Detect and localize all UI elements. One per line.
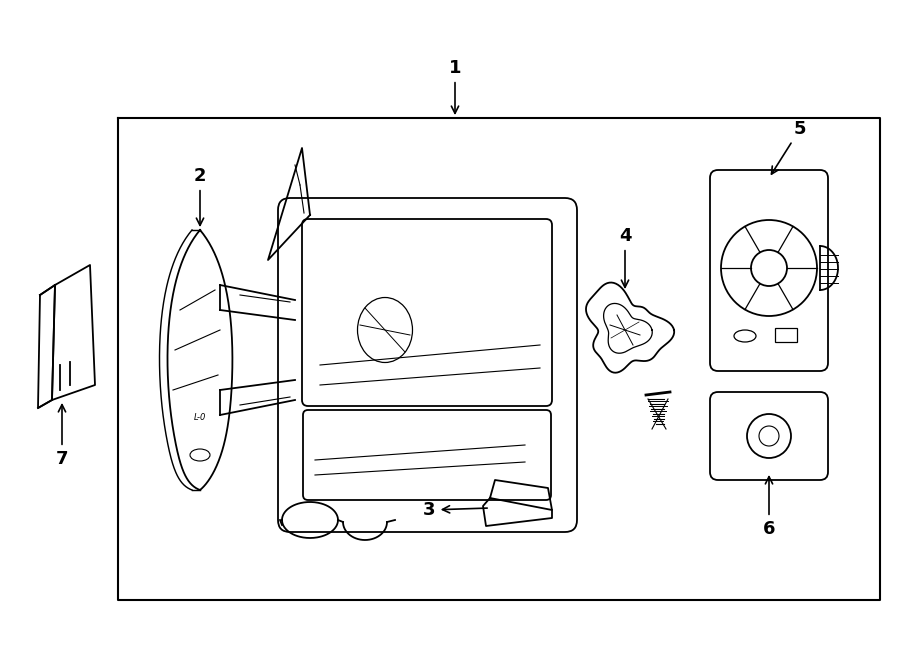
- Text: 2: 2: [194, 167, 206, 225]
- Text: 3: 3: [422, 501, 487, 519]
- Text: 4: 4: [619, 227, 631, 288]
- Text: 1: 1: [449, 59, 461, 114]
- Text: 5: 5: [771, 120, 806, 174]
- Text: 6: 6: [763, 477, 775, 538]
- Text: 7: 7: [56, 405, 68, 468]
- Bar: [775, 328, 797, 342]
- Text: L-0: L-0: [194, 413, 206, 422]
